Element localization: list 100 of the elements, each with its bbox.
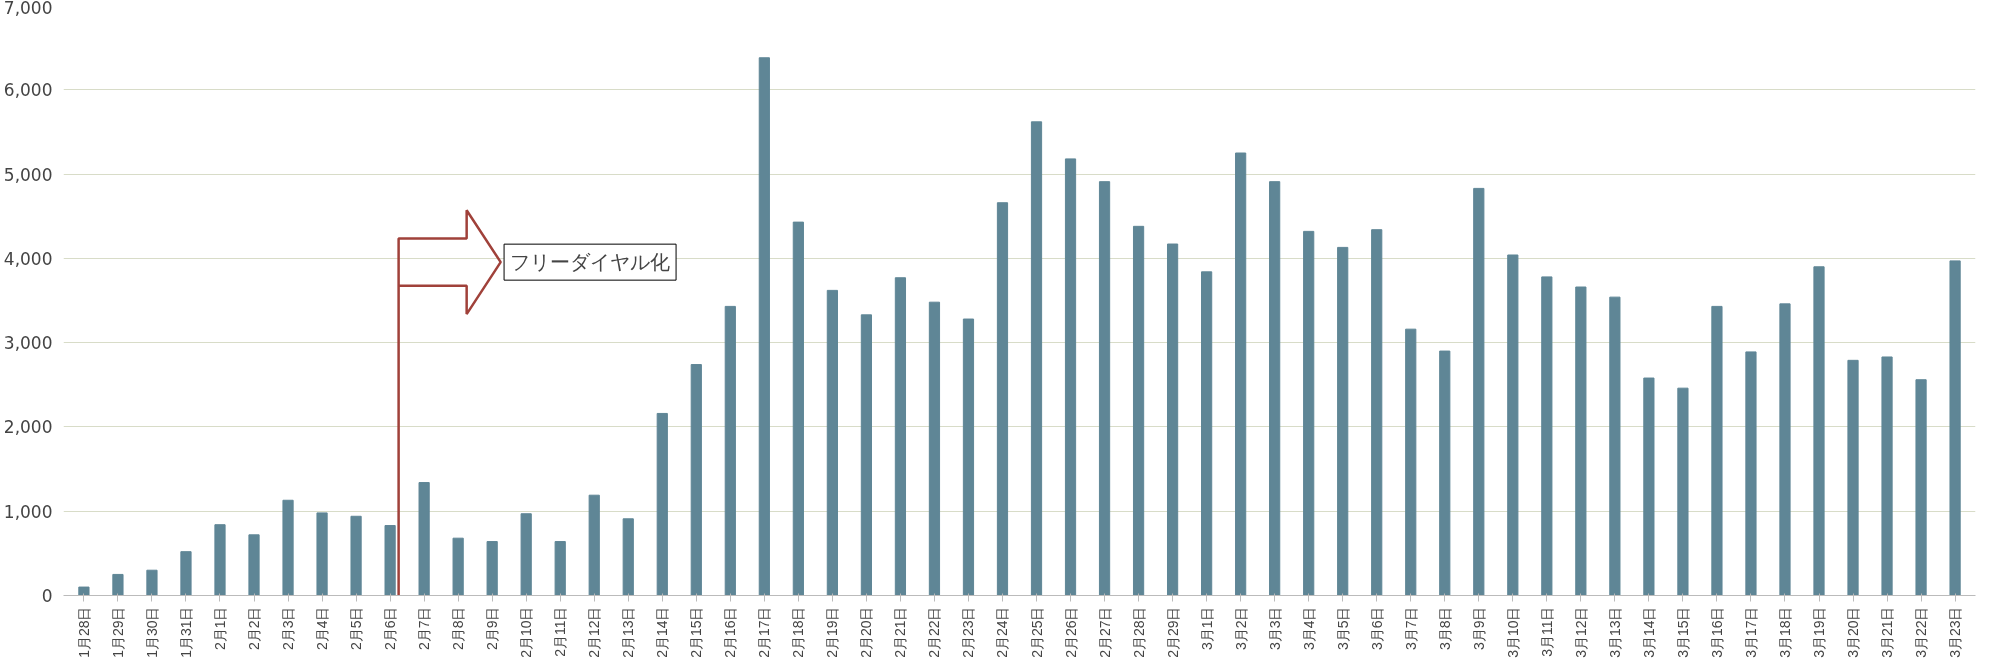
bar xyxy=(1779,303,1791,596)
y-tick-label: 2,000 xyxy=(3,417,53,438)
x-tick-label: 3月14日 xyxy=(1640,606,1657,658)
x-tick-label: 1月29日 xyxy=(109,606,126,658)
x-tick-label: 3月4日 xyxy=(1300,606,1317,651)
x-tick-label: 3月3日 xyxy=(1266,606,1283,651)
bar xyxy=(554,541,566,596)
x-tick-label: 3月8日 xyxy=(1436,606,1453,651)
bar xyxy=(282,499,294,596)
x-tick-label: 1月28日 xyxy=(75,606,92,658)
bar xyxy=(1745,351,1757,596)
bar xyxy=(962,318,975,596)
bar xyxy=(1235,152,1247,596)
bar xyxy=(1609,296,1621,596)
x-tick-label: 2月28日 xyxy=(1130,606,1147,658)
bar xyxy=(452,537,464,596)
bar xyxy=(656,412,668,596)
bar xyxy=(792,221,804,596)
x-tick-label: 3月5日 xyxy=(1334,606,1351,651)
x-tick-label: 2月14日 xyxy=(654,606,671,658)
x-tick-label: 2月29日 xyxy=(1164,606,1181,658)
x-tick-label: 2月25日 xyxy=(1028,606,1045,658)
ref-line-label: フリーダイヤル化 xyxy=(510,250,671,275)
x-tick-label: 2月11日 xyxy=(552,606,569,657)
bar xyxy=(996,202,1009,596)
bar xyxy=(1132,225,1145,596)
bar xyxy=(1337,246,1349,596)
bar xyxy=(1847,359,1859,596)
bar xyxy=(1269,181,1281,596)
x-tick-label: 3月17日 xyxy=(1742,606,1759,658)
x-tick-label: 3月7日 xyxy=(1402,606,1419,651)
bar xyxy=(622,518,634,596)
x-tick-label: 2月16日 xyxy=(722,606,739,658)
x-tick-label: 3月1日 xyxy=(1198,606,1215,651)
x-tick-label: 2月6日 xyxy=(382,606,399,651)
x-tick-label: 2月18日 xyxy=(790,606,807,658)
x-tick-label: 2月15日 xyxy=(688,606,705,658)
x-tick-label: 2月3日 xyxy=(280,606,297,651)
bar xyxy=(418,482,430,596)
x-tick-label: 3月10日 xyxy=(1504,606,1521,658)
x-tick-label: 1月30日 xyxy=(143,606,160,658)
x-tick-label: 2月26日 xyxy=(1062,606,1079,658)
bar xyxy=(486,541,498,596)
bar xyxy=(928,301,941,596)
bar xyxy=(1303,230,1315,596)
x-tick-label: 2月10日 xyxy=(518,606,535,658)
bar xyxy=(180,551,192,596)
x-tick-label: 2月22日 xyxy=(926,606,943,658)
bar xyxy=(78,586,90,596)
x-tick-label: 2月12日 xyxy=(586,606,603,658)
bar xyxy=(1405,328,1417,596)
bar xyxy=(894,277,907,596)
x-tick-label: 3月19日 xyxy=(1811,606,1827,658)
bar xyxy=(724,305,736,596)
y-tick-label: 6,000 xyxy=(3,80,53,101)
x-tick-label: 3月21日 xyxy=(1879,606,1896,658)
bar xyxy=(1439,350,1451,596)
y-tick-label: 5,000 xyxy=(3,164,53,185)
x-tick-label: 3月11日 xyxy=(1538,606,1555,657)
x-tick-label: 3月20日 xyxy=(1845,606,1862,658)
bar xyxy=(350,515,362,596)
x-tick-label: 2月13日 xyxy=(620,606,637,658)
x-tick-label: 2月23日 xyxy=(960,606,977,658)
bar xyxy=(316,512,328,596)
bar xyxy=(1166,243,1179,596)
x-tick-label: 2月21日 xyxy=(892,606,909,658)
x-tick-label: 3月16日 xyxy=(1708,606,1725,658)
bar xyxy=(1881,356,1893,596)
bar xyxy=(214,524,226,596)
x-tick-label: 2月8日 xyxy=(450,606,467,651)
bar xyxy=(860,314,873,596)
x-tick-label: 3月15日 xyxy=(1674,606,1691,658)
bar xyxy=(1541,276,1553,596)
y-tick-label: 7,000 xyxy=(3,0,53,18)
x-tick-label: 3月13日 xyxy=(1606,606,1623,658)
bar xyxy=(1507,254,1519,596)
x-tick-label: 2月19日 xyxy=(824,606,841,658)
bar xyxy=(1643,377,1655,596)
bar xyxy=(1030,121,1043,596)
bar xyxy=(112,573,124,596)
bar xyxy=(1677,387,1689,596)
x-tick-label: 3月12日 xyxy=(1572,606,1589,658)
bar xyxy=(1473,187,1485,596)
x-tick-label: 2月4日 xyxy=(314,606,331,651)
x-tick-label: 2月27日 xyxy=(1096,606,1113,658)
bar xyxy=(826,289,838,596)
y-tick-label: 1,000 xyxy=(3,501,53,522)
bar xyxy=(1949,260,1961,596)
bar xyxy=(384,525,396,596)
bar xyxy=(1915,379,1927,596)
x-tick-label: 2月2日 xyxy=(246,606,263,651)
bar xyxy=(1371,229,1383,596)
x-tick-label: 1月31日 xyxy=(177,606,194,658)
x-tick-label: 2月17日 xyxy=(756,606,773,658)
bar xyxy=(758,57,770,596)
y-tick-label: 4,000 xyxy=(3,248,53,269)
x-tick-label: 3月6日 xyxy=(1368,606,1385,651)
x-tick-label: 2月20日 xyxy=(858,606,875,658)
x-tick-label: 2月24日 xyxy=(994,606,1011,658)
bar xyxy=(146,569,158,596)
